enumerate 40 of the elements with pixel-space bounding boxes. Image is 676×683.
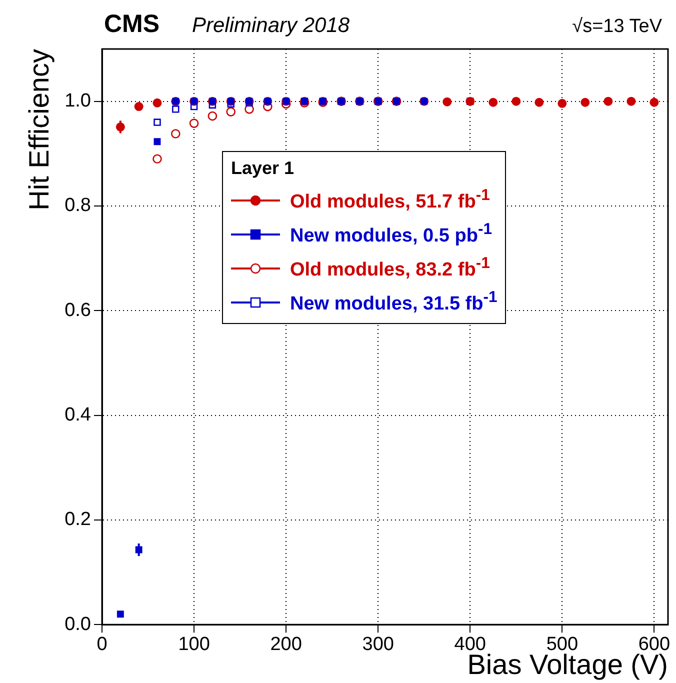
- point: [650, 98, 659, 107]
- legend-label: New modules, 0.5 pb$^{-1}$: [290, 220, 492, 248]
- point: [558, 98, 567, 108]
- legend-label: New modules, 31.5 fb$^{-1}$: [290, 288, 498, 316]
- point: [580, 98, 590, 107]
- y-tick-label: 0.4: [64, 404, 92, 426]
- chart-title: CMS: [104, 10, 160, 39]
- x-tick-label: 200: [270, 634, 302, 656]
- x-tick-label: 400: [454, 634, 486, 656]
- chart-subtitle: Preliminary 2018: [192, 14, 350, 38]
- point: [152, 98, 162, 108]
- legend-label: Old modules, 83.2 fb$^{-1}$: [290, 254, 490, 282]
- point: [170, 129, 180, 138]
- point: [172, 106, 180, 113]
- point: [626, 96, 636, 106]
- y-tick-label: 0.2: [64, 509, 92, 530]
- x-tick-label: 100: [178, 634, 210, 656]
- text: √s=13 TeV: [572, 16, 662, 38]
- point: [116, 610, 124, 618]
- legend-title: Layer 1: [231, 158, 296, 179]
- y-axis-title: Hit Efficiency: [24, 49, 55, 210]
- point: [154, 118, 161, 126]
- legend-label: Old modules, 51.7 fb$^{-1}$: [290, 186, 490, 214]
- x-tick-label: 300: [362, 634, 394, 656]
- y-tick-label: 1.0: [64, 90, 92, 112]
- y-tick-label: 0.0: [64, 614, 92, 635]
- point: [604, 96, 613, 106]
- y-tick-label: 0.6: [64, 300, 92, 321]
- point: [226, 107, 236, 116]
- point: [534, 98, 544, 107]
- x-tick-label: 0: [96, 634, 108, 656]
- y-tick-label: 0.8: [64, 195, 92, 216]
- point: [134, 102, 144, 112]
- point: [154, 138, 161, 146]
- point: [152, 154, 162, 164]
- point: [208, 111, 218, 121]
- point: [442, 97, 452, 106]
- point: [488, 98, 498, 107]
- point: [189, 118, 199, 128]
- point: [512, 96, 521, 106]
